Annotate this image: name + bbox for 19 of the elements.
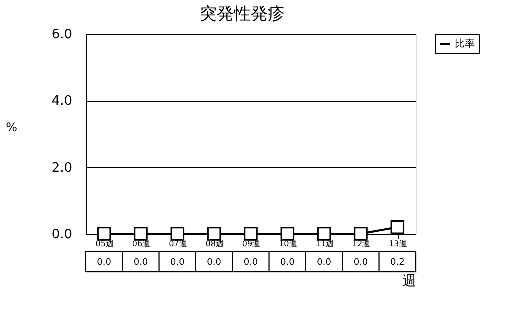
y-tick-label: 2.0 [52, 160, 72, 176]
data-label: 0.2 [390, 258, 405, 268]
x-tick-label: 08週 [206, 240, 224, 248]
data-label: 0.0 [134, 258, 148, 268]
y-tick-label: 6.0 [52, 28, 72, 42]
data-label: 0.0 [207, 258, 222, 268]
chart-title: 突発性発疹 [200, 4, 285, 24]
data-label: 0.0 [170, 258, 186, 268]
y-axis-title: % [6, 120, 18, 134]
data-label: 0.0 [97, 258, 112, 268]
data-label: 0.0 [244, 258, 258, 268]
x-tick-label: 13週 [389, 240, 408, 248]
y-tick-label: 4.0 [52, 94, 72, 110]
data-label: 0.0 [317, 258, 332, 268]
x-axis-title: 週 [402, 274, 416, 290]
y-tick-label: 0.0 [52, 228, 72, 242]
legend-label: 比率 [455, 38, 475, 50]
data-label: 0.0 [280, 258, 296, 268]
data-label: 0.0 [354, 258, 368, 268]
